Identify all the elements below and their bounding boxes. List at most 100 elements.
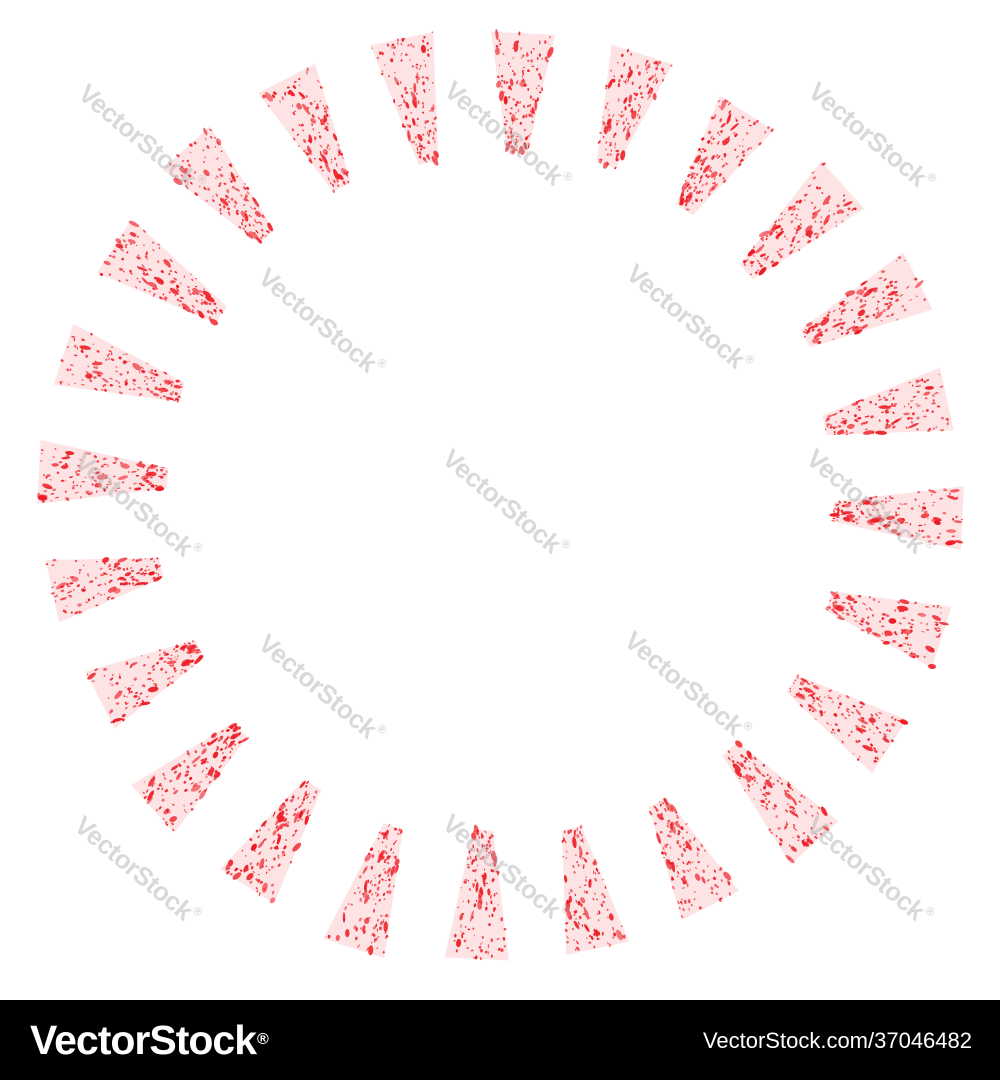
stroke-speckle	[937, 627, 941, 630]
stroke-speckle	[503, 116, 506, 119]
stroke-speckle	[926, 622, 928, 626]
stroke-speckle	[357, 944, 360, 948]
stroke-speckle	[307, 145, 312, 156]
stroke-speckle	[255, 229, 259, 234]
stroke-speckle	[949, 489, 960, 493]
stroke-speckle	[920, 529, 925, 533]
stroke-speckle	[52, 456, 55, 458]
stroke-speckle	[420, 148, 423, 151]
stroke-speckle	[794, 695, 797, 698]
stroke-speckle	[482, 855, 485, 860]
stroke-speckle	[385, 852, 388, 855]
stroke-speckle	[491, 914, 494, 917]
stroke-speckle	[455, 949, 458, 953]
stroke-speckle	[102, 457, 107, 460]
stroke-speckle	[160, 657, 164, 661]
stroke-speckle	[874, 756, 877, 760]
stroke-speckle	[397, 41, 399, 46]
stroke-speckle	[400, 54, 402, 57]
stroke-speckle	[157, 564, 161, 568]
stroke-speckle	[830, 724, 832, 726]
stroke-speckle	[203, 127, 208, 136]
stroke-speckle	[156, 568, 158, 570]
stroke-speckle	[195, 299, 199, 303]
stroke-speckle	[856, 289, 865, 295]
stroke-speckle	[306, 95, 308, 98]
stroke-speckle	[578, 915, 582, 920]
stroke-speckle	[169, 270, 173, 272]
stroke-speckle	[799, 703, 804, 708]
stroke-speckle	[820, 216, 823, 219]
stroke-speckle	[884, 527, 887, 529]
stroke-speckle	[621, 110, 623, 114]
stroke-speckle	[664, 807, 667, 812]
stroke-speckle	[292, 842, 302, 852]
stroke-speckle	[131, 471, 134, 474]
stroke-speckle	[614, 142, 616, 147]
stroke-speckle	[602, 136, 605, 138]
stroke-speckle	[410, 87, 412, 90]
stroke-speckle	[249, 880, 253, 884]
stroke-speckle	[292, 85, 297, 89]
stroke-speckle	[510, 140, 513, 144]
stroke-speckle	[69, 364, 74, 366]
stroke-speckle	[152, 668, 156, 671]
stroke-speckle	[295, 807, 298, 812]
stroke-speckle	[804, 199, 806, 201]
stroke-speckle	[224, 198, 228, 201]
stroke-speckle	[319, 151, 322, 155]
stroke-speckle	[844, 717, 847, 720]
stroke-speckle	[605, 148, 607, 151]
stroke-speckle	[381, 923, 383, 926]
stroke-speckle	[880, 639, 884, 642]
stroke-speckle	[834, 723, 838, 726]
stroke-speckle	[795, 213, 799, 217]
stroke-speckle	[467, 879, 470, 882]
stroke-speckle	[907, 423, 919, 429]
stroke-speckle	[846, 214, 849, 216]
stroke-speckle	[377, 837, 380, 840]
stroke-speckle	[140, 654, 143, 657]
stroke-speckle	[211, 298, 215, 302]
vectorstock-logo[interactable]: VectorStock®	[30, 1016, 269, 1064]
stroke-speckle	[144, 558, 147, 560]
stroke-speckle	[522, 72, 524, 76]
stroke-speckle	[843, 201, 853, 207]
stroke-speckle	[163, 379, 174, 384]
stroke-base	[370, 31, 439, 165]
stroke-speckle	[466, 946, 469, 950]
stroke-speckle	[833, 433, 836, 435]
stroke-speckle	[293, 137, 296, 141]
stroke-speckle	[286, 824, 289, 828]
stroke-speckle	[939, 633, 941, 636]
stroke-speckle	[371, 854, 375, 858]
stroke-speckle	[145, 695, 149, 698]
stroke-speckle	[662, 802, 665, 804]
stroke-speckle	[685, 192, 693, 204]
stroke-speckle	[616, 119, 618, 122]
stroke-speckle	[635, 93, 639, 97]
stroke-speckle	[180, 383, 182, 386]
stroke-speckle	[841, 504, 845, 508]
stroke-speckle	[105, 358, 108, 361]
stroke-speckle	[748, 119, 751, 122]
stroke-speckle	[856, 758, 860, 761]
stroke-speckle	[187, 289, 191, 293]
stroke-speckle	[381, 832, 385, 836]
stroke-speckle	[578, 921, 580, 926]
stroke-speckle	[306, 795, 309, 800]
stroke-speckle	[177, 655, 179, 658]
stroke-speckle	[423, 36, 426, 39]
stroke-speckle	[68, 590, 73, 593]
stroke-speckle	[870, 716, 874, 718]
stroke-speckle	[240, 194, 243, 197]
stroke-speckle	[184, 773, 189, 777]
stroke-speckle	[718, 868, 721, 871]
stroke-speckle	[257, 879, 261, 883]
stroke-speckle	[710, 135, 713, 140]
stroke-speckle	[812, 338, 819, 344]
stroke-speckle	[244, 183, 246, 185]
stroke-speckle	[938, 532, 942, 535]
stroke-speckle	[173, 399, 176, 402]
stroke-speckle	[173, 648, 176, 651]
